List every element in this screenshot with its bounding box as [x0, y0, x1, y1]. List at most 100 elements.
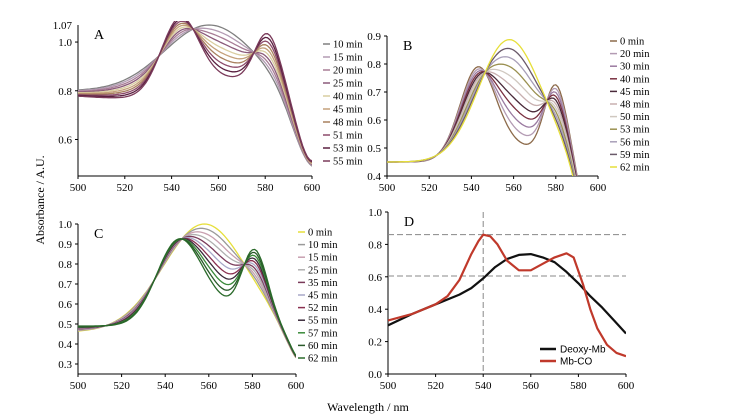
x-tick-label: 600 — [304, 182, 321, 194]
y-tick-label: 0.0 — [368, 369, 382, 381]
legend-label: 45 min — [333, 105, 363, 116]
series-line — [387, 66, 578, 176]
x-tick-label: 560 — [505, 182, 522, 194]
panel-label: C — [94, 227, 103, 242]
panel-label: A — [94, 28, 105, 43]
x-tick-label: 500 — [70, 380, 87, 392]
x-tick-label: 520 — [421, 182, 438, 194]
legend-label: 25 min — [308, 265, 338, 276]
y-tick-label: 1.0 — [368, 207, 382, 219]
x-tick-label: 500 — [379, 182, 396, 194]
series-line — [78, 238, 296, 357]
series-line — [387, 71, 577, 176]
series-line — [78, 237, 296, 358]
legend-label: 45 min — [308, 291, 338, 302]
series-group — [78, 21, 312, 167]
y-tick-label: 0.6 — [368, 272, 382, 284]
x-tick-label: 600 — [618, 380, 635, 392]
series-group — [387, 38, 578, 176]
series-line — [78, 238, 296, 357]
x-tick-label: 580 — [548, 182, 565, 194]
legend-label: Mb-CO — [560, 357, 592, 368]
x-tick-label: 580 — [257, 182, 274, 194]
x-tick-label: 540 — [163, 182, 180, 194]
x-tick-label: 500 — [70, 182, 87, 194]
legend-label: 60 min — [308, 341, 338, 352]
y-tick-label: 0.9 — [58, 239, 72, 251]
x-tick-label: 580 — [570, 380, 587, 392]
y-tick-label: 0.6 — [58, 134, 72, 146]
legend-label: 56 min — [620, 137, 650, 148]
legend-label: 40 min — [333, 92, 363, 103]
series-line — [387, 56, 575, 176]
x-tick-label: 580 — [244, 380, 261, 392]
legend-label: 55 min — [333, 157, 363, 168]
series-line — [78, 235, 296, 358]
legend-label: 59 min — [620, 150, 650, 161]
x-tick-label: 560 — [523, 380, 540, 392]
series-group — [78, 223, 296, 359]
series-line — [78, 238, 296, 357]
legend-label: 25 min — [333, 79, 363, 90]
y-tick-label: 0.8 — [58, 259, 72, 271]
x-tick-label: 520 — [427, 380, 444, 392]
panel-d: 500 520 540 560 580 600 0.0 0.2 0.4 0.6 0.8 1.0 D Deo… — [368, 207, 635, 392]
series-line — [78, 21, 312, 162]
series-line — [78, 236, 296, 358]
panel-c: 500 520 540 560 580 600 0.3 0.4 0.5 0.6 0.7 0.8 0.9 1… — [58, 219, 338, 392]
y-tick-label: 0.5 — [58, 319, 72, 331]
panel-label: B — [403, 39, 412, 54]
series-line — [78, 24, 312, 167]
y-tick-label: 0.6 — [58, 299, 72, 311]
panel-label: D — [404, 215, 414, 230]
y-tick-label: 0.8 — [58, 86, 72, 98]
legend-label: 45 min — [620, 87, 650, 98]
series-line — [387, 68, 578, 176]
series-group — [388, 233, 626, 358]
x-tick-label: 600 — [288, 380, 305, 392]
y-tick-label: 0.5 — [367, 143, 381, 155]
legend-label: 15 min — [308, 253, 338, 264]
legend-label: 0 min — [620, 37, 645, 48]
legend-label: 62 min — [620, 163, 650, 174]
series-line — [387, 68, 576, 176]
legend-label: 0 min — [308, 228, 333, 239]
legend-label: 20 min — [620, 49, 650, 60]
legend-label: 53 min — [620, 125, 650, 136]
x-tick-label: 600 — [590, 182, 607, 194]
series-line-deoxy-mb — [388, 253, 626, 335]
series-line — [387, 63, 576, 176]
series-line — [387, 38, 574, 176]
legend-label: 15 min — [333, 53, 363, 64]
series-line-mb-co — [388, 233, 626, 358]
y-tick-label: 0.4 — [367, 171, 381, 183]
legend-label: 50 min — [620, 112, 650, 123]
y-top-label: 1.07 — [53, 20, 73, 32]
y-tick-label: 0.9 — [367, 31, 381, 43]
legend-label: 48 min — [620, 100, 650, 111]
x-axis-title: Wavelength / nm — [327, 400, 409, 414]
series-line — [387, 71, 577, 176]
legend-label: 57 min — [308, 328, 338, 339]
y-tick-label: 0.3 — [58, 359, 72, 371]
legend-label: 40 min — [620, 74, 650, 85]
x-tick-label: 560 — [201, 380, 218, 392]
x-tick-label: 540 — [475, 380, 492, 392]
panel-b: 500 520 540 560 580 600 0.4 0.5 0.6 0.7 0.8 0.9 B 0 m… — [367, 31, 650, 194]
y-tick-label: 0.8 — [368, 239, 382, 251]
series-line — [387, 71, 576, 176]
x-tick-label: 520 — [113, 380, 130, 392]
legend-label: 55 min — [308, 316, 338, 327]
series-line — [78, 227, 296, 359]
legend-label: 10 min — [333, 40, 363, 51]
y-tick-label: 0.8 — [367, 59, 381, 71]
legend-label: 53 min — [333, 144, 363, 155]
x-tick-label: 540 — [157, 380, 174, 392]
y-tick-label: 1.0 — [58, 37, 72, 49]
y-tick-label: 0.7 — [367, 87, 381, 99]
legend-label: 62 min — [308, 354, 338, 365]
x-tick-label: 500 — [380, 380, 397, 392]
legend-label: 10 min — [308, 240, 338, 251]
legend-label: 30 min — [620, 62, 650, 73]
